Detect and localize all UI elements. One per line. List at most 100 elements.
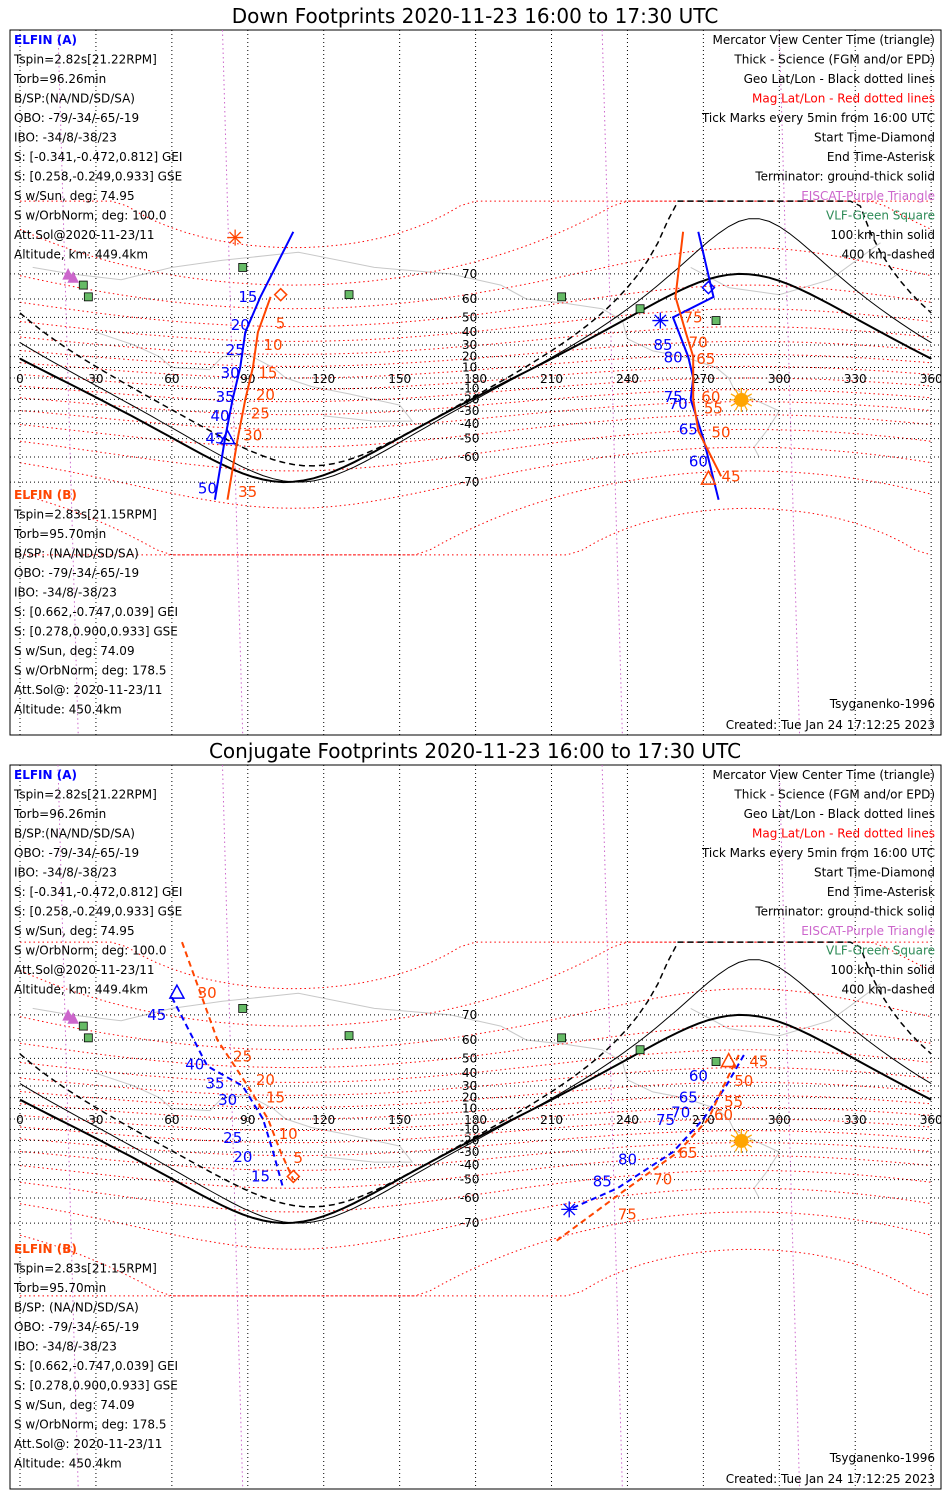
elfin-a-info-line: B/SP:(NA/ND/SD/SA) [14,92,135,106]
vlf-site-marker [711,1057,721,1066]
vlf-site-marker [344,290,354,300]
eiscat-site-marker [67,271,79,283]
elfin-a-time-tick-label: 35 [205,1075,224,1093]
legend-entry: Mag Lat/Lon - Red dotted lines [752,92,935,106]
elfin-a-time-tick-label: 80 [664,349,683,367]
sun-ray [747,1134,753,1138]
elfin-a-footprint-track [568,1054,745,1211]
lon-tick-label: 30 [88,372,103,386]
mag-lat-line [19,401,932,430]
mag-lon-line [221,765,244,1489]
legend-entry: End Time-Asterisk [827,885,935,899]
elfin-a-info-line: Att.Sol@2020-11-23/11 [14,963,155,977]
mag-lat-line [19,247,932,310]
mag-lat-line [19,1067,932,1096]
lat-tick-label: 50 [462,310,477,324]
asterisk-stroke [654,314,667,327]
subsolar-sun-icon [734,392,749,407]
created-timestamp: Created: Tue Jan 24 17:12:25 2023 [726,1472,935,1486]
lat-tick-label: 10 [462,1101,477,1115]
mag-lon-line [601,765,623,1489]
elfin-b-start-diamond [286,1169,301,1184]
sun-ray [734,389,739,395]
sun-ray [747,393,753,397]
elfin-b-time-tick-label: 35 [238,483,257,501]
elfin-a-time-tick-label: 60 [689,1067,708,1085]
vlf-site-marker [711,316,721,325]
elfin-a-info-line: OBO: -79/-34/-65/-19 [14,846,139,860]
lat-tick-label: -70 [460,1216,480,1230]
mag-lat-line [19,1142,932,1171]
elfin-b-end-asterisk [227,229,244,246]
mag-lat-line [19,1049,932,1083]
elfin-a-time-tick-label: 40 [185,1056,204,1074]
elfin-a-info-line: Torb=96.26min [13,807,106,821]
elfin-b-info-line: S w/Sun, deg: 74.09 [14,1398,135,1412]
elfin-b-time-tick-label: 30 [243,426,262,444]
sun-ray [734,405,739,411]
elfin-a-info-line: S w/OrbNorm, deg: 100.0 [14,944,166,958]
elfin-a-footprint-track [213,231,295,500]
lon-tick-label: 90 [240,372,255,386]
elfin-b-time-tick-label: 15 [258,364,277,382]
legend-entry: Mercator View Center Time (triangle) [713,768,935,782]
elfin-a-time-tick-label: 70 [671,1104,690,1122]
elfin-a-info-line: Tspin=2.82s[21.22RPM] [13,53,157,67]
elfin-b-info-line: S w/Sun, deg: 74.09 [14,644,135,658]
lat-tick-label: -60 [460,1191,480,1205]
elfin-a-time-tick-label: 25 [223,1129,242,1147]
elfin-b-time-tick-label: 25 [233,1048,252,1066]
map-content: 0 30 60 90 120 150 180 210 240 270 300 330 360706050… [10,30,941,735]
elfin-b-info-line: S: [0.662,-0.747,0.039] GEI [14,1359,178,1373]
elfin-b-footprint-track [226,296,272,500]
elfin-a-info-line: Att.Sol@2020-11-23/11 [14,228,155,242]
elfin-a-info-line: OBO: -79/-34/-65/-19 [14,111,139,125]
coastline [32,992,502,1027]
terminator-ground [19,1013,932,1225]
lat-tick-label: 60 [462,1033,477,1047]
mag-lat-line [19,1081,932,1108]
lat-tick-label: -10 [460,1123,480,1137]
mag-lon-line [57,765,79,1489]
elfin-b-footprint-track [556,1054,740,1242]
lat-tick-label: 40 [462,1066,477,1080]
elfin-b-start-diamond [273,287,288,302]
vlf-site-marker [238,263,248,272]
lon-tick-label: 270 [692,372,715,386]
legend-entry: 100 km-thin solid [830,228,935,242]
mag-lon-line [778,765,801,1489]
elfin-b-time-tick-label: 60 [714,1106,733,1124]
elfin-a-time-tick-label: 65 [679,1089,698,1107]
terminator-400km [19,941,932,1208]
legend-entry: VLF-Green Square [826,209,935,223]
elfin-b-info-line: Tspin=2.83s[21.15RPM] [13,1262,157,1276]
elfin-a-info-line: S w/Sun, deg: 74.95 [14,924,135,938]
vlf-site-marker [557,1033,567,1043]
vlf-site-marker [344,1031,354,1041]
elfin-a-time-tick-label: 20 [233,1148,252,1166]
elfin-a-time-tick-label: 60 [689,452,708,470]
lon-tick-label: 330 [844,1113,867,1127]
lat-tick-label: -50 [460,1173,480,1187]
elfin-b-time-tick-label: 50 [734,1072,753,1090]
lon-tick-label: 180 [464,1113,487,1127]
mag-lat-line [19,988,932,1051]
elfin-b-time-tick-label: 25 [251,404,270,422]
lon-tick-label: 210 [540,372,563,386]
elfin-b-time-tick-label: 5 [294,1149,304,1167]
elfin-b-time-tick-label: 65 [696,350,715,368]
terminator-100km [19,218,932,483]
lat-tick-label: 70 [462,1008,477,1022]
mag-lat-line [19,340,932,367]
vlf-site-marker [83,292,93,302]
sun-ray [730,402,736,407]
elfin-b-time-tick-label: 70 [689,334,708,352]
mag-lat-line [19,1169,932,1213]
lon-tick-label: 0 [16,372,24,386]
legend-entry: EISCAT-Purple Triangle [801,924,935,938]
vlf-site-marker [78,280,88,290]
sun-ray [734,1146,739,1152]
legend-entry: Start Time-Diamond [814,131,935,145]
legend-entry: Start Time-Diamond [814,866,935,880]
